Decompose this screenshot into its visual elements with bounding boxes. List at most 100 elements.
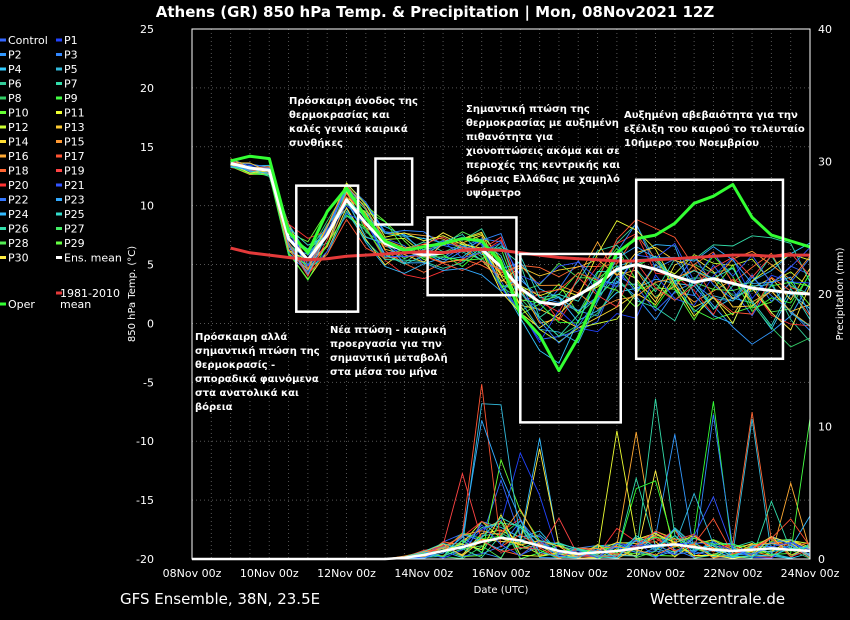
x-tick-6: 20Nov 00z [626, 567, 685, 580]
plot-frame [191, 28, 811, 560]
y-tick-8: -15 [136, 494, 154, 507]
chart-title: Athens (GR) 850 hPa Temp. & Precipitatio… [156, 3, 715, 22]
legend-label-right-7: P15 [64, 136, 85, 149]
y-tick-3: 10 [140, 200, 154, 213]
legend-label-left-14: P28 [8, 237, 29, 250]
annotation-0-line-0: Πρόσκαιρη άνοδος της [289, 95, 418, 107]
legend-label-right-4: P9 [64, 92, 78, 105]
x-axis-label: Date (UTC) [474, 585, 529, 596]
annotation-2-line-0: Αυξημένη αβεβαιότητα για την [624, 109, 798, 121]
y2-tick-1: 30 [818, 156, 832, 169]
y-tick-5: 0 [147, 317, 154, 330]
y2-tick-0: 40 [818, 23, 832, 36]
legend-label-left-6: P12 [8, 121, 29, 134]
legend-label-right-5: P11 [64, 107, 85, 120]
x-tick-0: 08Nov 00z [163, 567, 222, 580]
legend-label-right-1: P3 [64, 49, 78, 62]
annotation-1-line-6: υψόμετρο [466, 187, 521, 199]
legend-label-right-3: P7 [64, 78, 78, 91]
legend-label-left-9: P18 [8, 165, 29, 178]
annotation-3-line-1: σημαντική πτώση της [195, 345, 320, 357]
y-tick-0: 25 [140, 23, 154, 36]
legend-label-right-2: P5 [64, 63, 78, 76]
legend-label-left-4: P8 [8, 92, 22, 105]
x-tick-3: 14Nov 00z [394, 567, 453, 580]
legend-label-right-11: P23 [64, 194, 85, 207]
legend-label-left-2: P4 [8, 63, 22, 76]
legend-label-left-5: P10 [8, 107, 29, 120]
legend-label-left-15: P30 [8, 252, 29, 265]
annotation-box-2 [426, 216, 518, 297]
annotation-1-line-4: περιοχές της κεντρικής και [466, 159, 620, 171]
x-tick-8: 24Nov 00z [781, 567, 840, 580]
y2-axis-label: Precipitation (mm) [835, 247, 846, 340]
annotation-1-line-0: Σημαντική πτώση της [466, 103, 590, 115]
annotation-1-line-2: πιθανότητα για [466, 131, 553, 143]
annotation-0-line-1: θερμοκρασίας και [289, 109, 390, 121]
annotation-4-line-0: Νέα πτώση - καιρική [330, 324, 446, 336]
annotation-3-line-4: στα ανατολικά και [195, 387, 299, 399]
legend-label-right-15: Ens. mean [64, 252, 122, 265]
y-tick-9: -20 [136, 553, 154, 566]
y2-tick-4: 0 [818, 553, 825, 566]
x-axis-ticks: 08Nov 00z 10Nov 00z 12Nov 00z 14Nov 00z 16No… [163, 567, 840, 580]
legend-label-left-1: P2 [8, 49, 22, 62]
legend-label2-right-16: mean [60, 298, 91, 311]
legend-label-right-9: P19 [64, 165, 85, 178]
x-tick-1: 10Nov 00z [240, 567, 299, 580]
annotation-2-line-1: εξέλιξη του καιρού το τελευταίο [624, 123, 805, 135]
annotation-4-line-1: προεργασία για την [330, 338, 442, 350]
annotation-box-1 [374, 157, 414, 226]
annotation-4-line-3: στα μέσα του μήνα [330, 366, 437, 378]
y2-tick-2: 20 [818, 288, 832, 301]
legend-label-left-8: P16 [8, 150, 29, 163]
annotation-1-line-3: χιονοπτώσεις ακόμα και σε [466, 145, 620, 157]
x-tick-2: 12Nov 00z [317, 567, 376, 580]
x-tick-7: 22Nov 00z [703, 567, 762, 580]
annotation-0-line-3: συνθήκες [289, 137, 343, 149]
legend-label-right-6: P13 [64, 121, 85, 134]
y-axis-ticks: 25 20 15 10 5 0 -5 -10 -15 -20 [136, 23, 154, 566]
legend-label-left-11: P22 [8, 194, 29, 207]
y2-tick-3: 10 [818, 421, 832, 434]
footer-site: Wetterzentrale.de [650, 590, 785, 608]
legend-label-right-10: P21 [64, 179, 85, 192]
y-tick-2: 15 [140, 141, 154, 154]
annotation-3-line-0: Πρόσκαιρη αλλά [195, 331, 287, 343]
footer-source: GFS Ensemble, 38N, 23.5E [120, 590, 320, 608]
legend-label-right-13: P27 [64, 223, 85, 236]
x-tick-4: 16Nov 00z [472, 567, 531, 580]
annotation-3-line-5: βόρεια [195, 401, 233, 413]
annotation-3-line-2: θερμοκρασίς - [195, 359, 275, 371]
annotation-2-line-2: 10ήμερο του Νοεμβρίου [624, 137, 759, 149]
y-axis-label: 850 hPa Temp. (°C) [127, 246, 138, 342]
legend-label-right-16: 1981-2010 [60, 287, 120, 300]
legend-label-right-8: P17 [64, 150, 85, 163]
legend-label-left-13: P26 [8, 223, 29, 236]
annotation-texts: Πρόσκαιρη άνοδος της θερμοκρασίας και καλέ… [195, 95, 805, 413]
annotation-boxes [295, 157, 785, 424]
annotation-0-line-2: καλές γενικά καιρικά [289, 123, 408, 135]
legend-label-right-0: P1 [64, 34, 78, 47]
annotation-3-line-3: σποραδικά φαινόμενα [195, 373, 319, 385]
annotation-box-4 [634, 178, 785, 361]
y-tick-1: 20 [140, 82, 154, 95]
legend-label-right-12: P25 [64, 208, 85, 221]
legend-label-left-12: P24 [8, 208, 29, 221]
legend-label-left-16: Oper [8, 298, 35, 311]
legend-label-right-14: P29 [64, 237, 85, 250]
legend-label-left-10: P20 [8, 179, 29, 192]
y-tick-4: 5 [147, 259, 154, 272]
y2-axis-ticks: 40 30 20 10 0 [818, 23, 832, 566]
annotation-box-0 [295, 184, 360, 313]
annotation-4-line-2: σημαντική μεταβολή [330, 352, 448, 364]
annotation-1-line-5: βόρειας Ελλάδας με χαμηλό [466, 173, 620, 185]
y-tick-6: -5 [143, 376, 154, 389]
legend-label-left-0: Control [8, 34, 48, 47]
legend-label-left-3: P6 [8, 78, 22, 91]
x-tick-5: 18Nov 00z [549, 567, 608, 580]
annotation-box-3 [519, 252, 622, 424]
